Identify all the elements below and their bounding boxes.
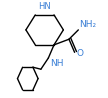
- Text: O: O: [77, 49, 84, 58]
- Text: NH: NH: [50, 59, 64, 68]
- Text: NH₂: NH₂: [79, 20, 96, 29]
- Text: HN: HN: [38, 2, 51, 11]
